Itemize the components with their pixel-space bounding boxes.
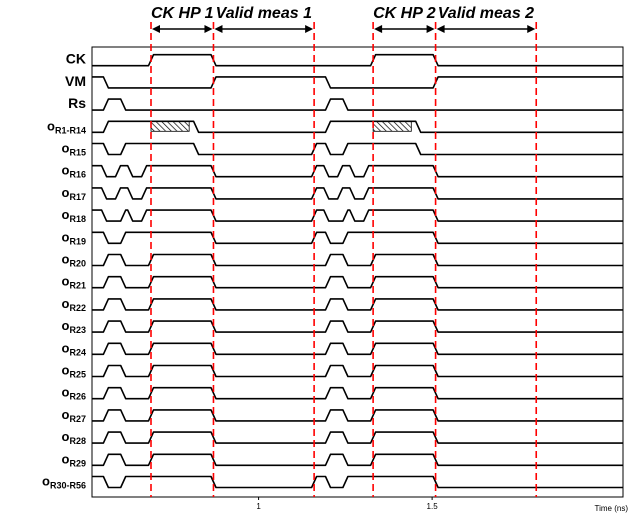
signal-trace: [92, 209, 623, 222]
arrow-left-icon: [152, 25, 160, 33]
marker-label: CK HP 1: [151, 5, 214, 22]
signal-trace: [92, 76, 623, 89]
x-tick-label: 1: [256, 502, 261, 511]
signal-label: oR19: [62, 229, 86, 246]
signal-trace: [92, 275, 623, 289]
arrow-right-icon: [204, 25, 213, 33]
signal-trace: [92, 342, 623, 356]
signal-trace: [92, 386, 623, 400]
signal-trace: [92, 475, 623, 489]
arrow-right-icon: [305, 25, 314, 33]
arrow-left-icon: [436, 25, 445, 33]
signal-trace: [92, 164, 623, 178]
signal-label: oR28: [62, 429, 86, 446]
arrow-right-icon: [426, 25, 435, 33]
marker-label: Valid meas 2: [438, 5, 534, 22]
signal-trace: [92, 231, 623, 245]
signal-label: oR25: [62, 363, 86, 380]
signal-label: oR27: [62, 407, 86, 424]
signal-trace: [92, 98, 623, 111]
x-axis-title: Time (ns): [595, 504, 629, 513]
signal-trace: [92, 53, 623, 67]
signal-trace: [92, 253, 623, 267]
signal-label: Rs: [68, 95, 86, 111]
signal-trace: [92, 142, 623, 156]
signal-label: VM: [65, 73, 86, 89]
marker-label: CK HP 2: [373, 5, 436, 22]
signal-trace: [92, 364, 623, 378]
arrow-left-icon: [214, 25, 223, 33]
signal-label: oR23: [62, 318, 86, 335]
hatched-region: [150, 120, 190, 132]
signal-label: oR15: [62, 141, 86, 158]
signal-label: oR17: [62, 185, 86, 202]
signal-label: CK: [66, 51, 86, 67]
signal-trace: [92, 187, 623, 200]
hatched-region: [372, 120, 412, 132]
signal-label: oR21: [62, 274, 86, 291]
signal-trace: [92, 120, 623, 134]
signal-label: oR29: [62, 451, 86, 468]
plot-frame: [91, 46, 624, 498]
signal-trace: [92, 431, 623, 444]
arrow-right-icon: [527, 25, 536, 33]
signal-trace: [92, 298, 623, 311]
signal-trace: [92, 453, 623, 467]
signal-label: oR26: [62, 385, 86, 402]
signal-label: oR30-R56: [42, 474, 86, 491]
signal-label: oR24: [62, 340, 86, 357]
signal-trace: [92, 409, 623, 422]
marker-label: Valid meas 1: [216, 5, 312, 22]
arrow-left-icon: [374, 25, 383, 33]
signal-label: oR1-R14: [47, 118, 86, 135]
signal-label: oR18: [62, 207, 86, 224]
signal-label: oR20: [62, 252, 86, 269]
x-tick-label: 1.5: [427, 502, 439, 511]
signal-trace: [92, 320, 623, 333]
signal-label: oR22: [62, 296, 86, 313]
signal-label: oR16: [62, 163, 86, 180]
